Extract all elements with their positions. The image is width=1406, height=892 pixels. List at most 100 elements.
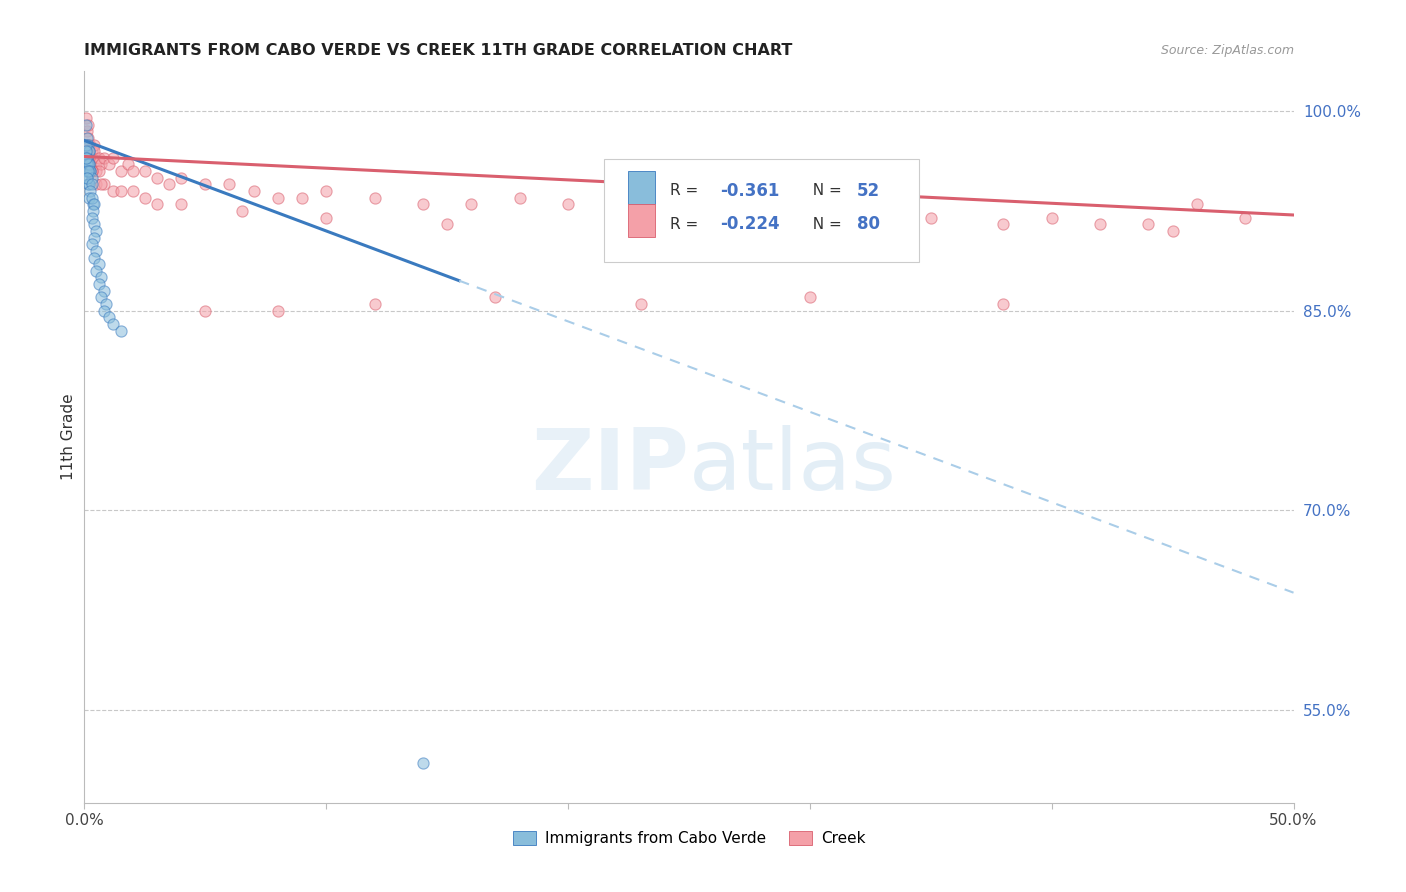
Point	[194, 178, 217, 192]
Point	[87, 257, 110, 271]
Legend: Immigrants from Cabo Verde, Creek: Immigrants from Cabo Verde, Creek	[505, 823, 873, 854]
Point	[86, 244, 108, 258]
Point	[218, 178, 240, 192]
Point	[363, 297, 385, 311]
Point	[75, 151, 97, 165]
Point	[76, 151, 98, 165]
Point	[79, 164, 101, 178]
Point	[134, 164, 156, 178]
Y-axis label: 11th Grade: 11th Grade	[60, 393, 76, 481]
Text: R =: R =	[669, 183, 703, 198]
Point	[77, 144, 100, 158]
Point	[170, 197, 193, 211]
Point	[315, 211, 337, 225]
Point	[1161, 224, 1184, 238]
Point	[83, 144, 105, 158]
Point	[76, 151, 98, 165]
Point	[77, 164, 100, 178]
Point	[83, 251, 105, 265]
Point	[80, 151, 103, 165]
Point	[77, 178, 100, 192]
FancyBboxPatch shape	[628, 204, 655, 237]
Text: ZIP: ZIP	[531, 425, 689, 508]
Point	[267, 191, 290, 205]
Point	[77, 144, 100, 158]
Point	[76, 144, 98, 158]
Point	[76, 151, 98, 165]
Point	[75, 164, 97, 178]
Point	[80, 164, 103, 178]
Point	[77, 178, 100, 192]
Point	[79, 164, 101, 178]
Point	[315, 184, 337, 198]
Point	[75, 118, 97, 132]
Point	[751, 204, 773, 219]
Text: 52: 52	[858, 182, 880, 200]
Point	[76, 137, 98, 152]
Point	[103, 151, 125, 165]
Point	[75, 144, 97, 158]
FancyBboxPatch shape	[605, 159, 918, 261]
Point	[86, 224, 108, 238]
Point	[110, 164, 132, 178]
Point	[134, 191, 156, 205]
Text: -0.361: -0.361	[720, 182, 780, 200]
Point	[846, 230, 869, 244]
Point	[605, 224, 627, 238]
Text: N =: N =	[803, 217, 846, 232]
Point	[90, 270, 112, 285]
Point	[76, 124, 98, 138]
Point	[79, 184, 101, 198]
Text: -0.224: -0.224	[720, 215, 780, 233]
Point	[77, 131, 100, 145]
Point	[291, 191, 314, 205]
Point	[484, 290, 506, 304]
Point	[77, 137, 100, 152]
Point	[799, 290, 821, 304]
Point	[76, 170, 98, 185]
Point	[77, 157, 100, 171]
Point	[993, 217, 1015, 231]
Point	[412, 756, 434, 770]
Point	[194, 303, 217, 318]
Point	[87, 277, 110, 292]
Point	[80, 164, 103, 178]
Point	[77, 164, 100, 178]
Point	[93, 303, 115, 318]
Point	[86, 164, 108, 178]
Point	[77, 157, 100, 171]
Point	[97, 157, 120, 171]
Point	[86, 264, 108, 278]
Point	[76, 157, 98, 171]
Point	[76, 151, 98, 165]
Point	[117, 157, 139, 171]
Point	[509, 191, 531, 205]
Point	[90, 178, 112, 192]
Text: 80: 80	[858, 215, 880, 233]
Point	[412, 197, 434, 211]
Point	[170, 170, 193, 185]
Point	[93, 284, 115, 298]
Point	[77, 137, 100, 152]
Point	[86, 178, 108, 192]
Point	[80, 178, 103, 192]
Point	[97, 310, 120, 325]
Point	[460, 197, 482, 211]
Point	[80, 170, 103, 185]
Point	[77, 157, 100, 171]
Point	[110, 184, 132, 198]
Point	[83, 217, 105, 231]
Point	[76, 170, 98, 185]
Point	[76, 131, 98, 145]
Point	[920, 211, 942, 225]
Point	[1185, 197, 1208, 211]
Point	[75, 157, 97, 171]
Point	[630, 297, 652, 311]
Point	[80, 151, 103, 165]
Point	[80, 237, 103, 252]
Point	[77, 157, 100, 171]
Point	[75, 137, 97, 152]
Point	[75, 111, 97, 125]
Point	[267, 303, 290, 318]
Point	[103, 317, 125, 331]
